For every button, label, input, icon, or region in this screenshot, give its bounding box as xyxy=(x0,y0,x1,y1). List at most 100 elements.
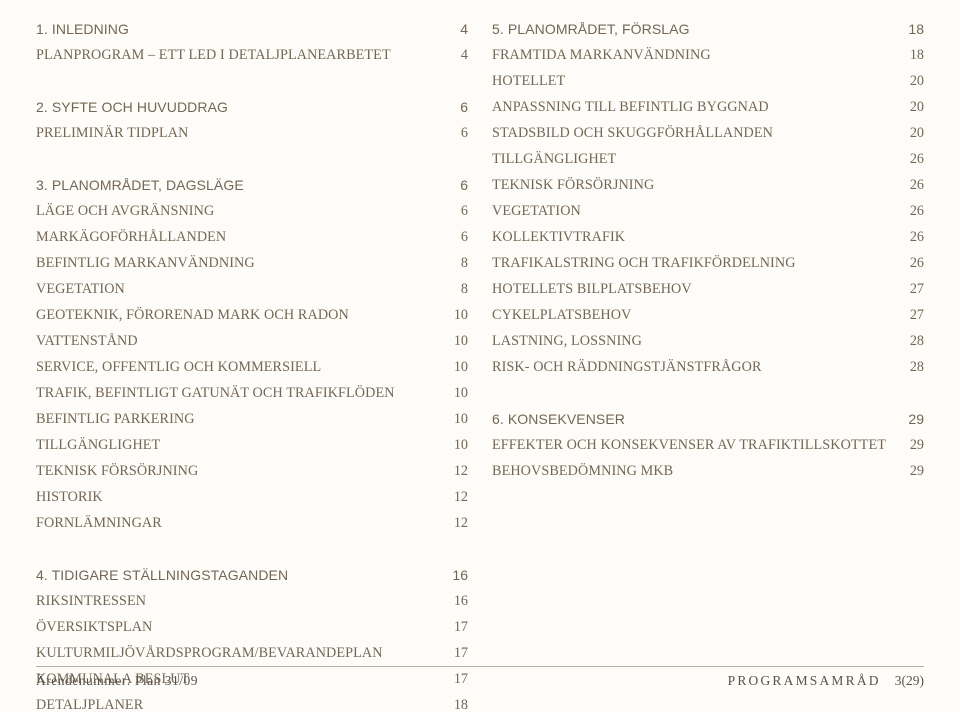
toc-entry: TEKNISK FÖRSÖRJNING26 xyxy=(492,172,924,198)
footer-rule xyxy=(36,666,924,667)
toc-label: SERVICE, OFFENTLIG OCH KOMMERSIELL xyxy=(36,354,440,380)
toc-label: FRAMTIDA MARKANVÄNDNING xyxy=(492,42,896,68)
toc-page-number: 12 xyxy=(440,510,468,536)
spacer xyxy=(36,68,468,94)
toc-entry: EFFEKTER OCH KONSEKVENSER AV TRAFIKTILLS… xyxy=(492,432,924,458)
toc-page-number: 4 xyxy=(440,42,468,68)
toc-entry: TEKNISK FÖRSÖRJNING12 xyxy=(36,458,468,484)
toc-entry: PLANPROGRAM – ETT LED I DETALJPLANEARBET… xyxy=(36,42,468,68)
toc-page-number: 20 xyxy=(896,94,924,120)
toc-label: VEGETATION xyxy=(492,198,896,224)
toc-label: GEOTEKNIK, FÖRORENAD MARK OCH RADON xyxy=(36,302,440,328)
toc-page-number: 12 xyxy=(440,484,468,510)
toc-label: PLANPROGRAM – ETT LED I DETALJPLANEARBET… xyxy=(36,42,440,68)
toc-page-number: 6 xyxy=(440,94,468,120)
page: 1. INLEDNING4PLANPROGRAM – ETT LED I DET… xyxy=(0,0,960,712)
toc-label: 1. INLEDNING xyxy=(36,16,440,42)
spacer xyxy=(36,146,468,172)
toc-label: STADSBILD OCH SKUGGFÖRHÅLLANDEN xyxy=(492,120,896,146)
toc-section-heading: 5. PLANOMRÅDET, FÖRSLAG18 xyxy=(492,16,924,42)
toc-page-number: 17 xyxy=(440,614,468,640)
toc-page-number: 6 xyxy=(440,120,468,146)
toc-label: PRELIMINÄR TIDPLAN xyxy=(36,120,440,146)
toc-label: LÄGE OCH AVGRÄNSNING xyxy=(36,198,440,224)
toc-page-number: 28 xyxy=(896,354,924,380)
toc-page-number: 4 xyxy=(440,16,468,42)
toc-page-number: 10 xyxy=(440,432,468,458)
toc-entry: FORNLÄMNINGAR12 xyxy=(36,510,468,536)
toc-page-number: 18 xyxy=(896,16,924,42)
toc-page-number: 8 xyxy=(440,250,468,276)
toc-label: MARKÄGOFÖRHÅLLANDEN xyxy=(36,224,440,250)
toc-page-number: 10 xyxy=(440,302,468,328)
toc-entry: TRAFIK, BEFINTLIGT GATUNÄT OCH TRAFIKFLÖ… xyxy=(36,380,468,406)
toc-page-number: 26 xyxy=(896,198,924,224)
spacer xyxy=(492,380,924,406)
toc-entry: MARKÄGOFÖRHÅLLANDEN6 xyxy=(36,224,468,250)
toc-label: RISK- OCH RÄDDNINGSTJÄNSTFRÅGOR xyxy=(492,354,896,380)
toc-page-number: 26 xyxy=(896,172,924,198)
toc-label: ÖVERSIKTSPLAN xyxy=(36,614,440,640)
toc-entry: HOTELLETS BILPLATSBEHOV27 xyxy=(492,276,924,302)
toc-section-heading: 1. INLEDNING4 xyxy=(36,16,468,42)
toc-entry: TRAFIKALSTRING OCH TRAFIKFÖRDELNING26 xyxy=(492,250,924,276)
toc-page-number: 16 xyxy=(440,562,468,588)
toc-page-number: 29 xyxy=(896,432,924,458)
toc-label: EFFEKTER OCH KONSEKVENSER AV TRAFIKTILLS… xyxy=(492,432,896,458)
toc-entry: SERVICE, OFFENTLIG OCH KOMMERSIELL10 xyxy=(36,354,468,380)
toc-label: 2. SYFTE OCH HUVUDDRAG xyxy=(36,94,440,120)
toc-page-number: 29 xyxy=(896,406,924,432)
toc-label: HOTELLET xyxy=(492,68,896,94)
toc-label: RIKSINTRESSEN xyxy=(36,588,440,614)
footer-page-current: 3 xyxy=(895,673,902,688)
toc-label: 6. KONSEKVENSER xyxy=(492,406,896,432)
toc-entry: TILLGÄNGLIGHET10 xyxy=(36,432,468,458)
toc-page-number: 16 xyxy=(440,588,468,614)
spacer xyxy=(36,536,468,562)
toc-entry: BEHOVSBEDÖMNING MKB29 xyxy=(492,458,924,484)
toc-columns: 1. INLEDNING4PLANPROGRAM – ETT LED I DET… xyxy=(0,0,960,712)
footer-stage-label: PROGRAMSAMRÅD xyxy=(728,673,881,689)
toc-entry: RISK- OCH RÄDDNINGSTJÄNSTFRÅGOR28 xyxy=(492,354,924,380)
toc-page-number: 8 xyxy=(440,276,468,302)
toc-label: 5. PLANOMRÅDET, FÖRSLAG xyxy=(492,16,896,42)
toc-entry: LASTNING, LOSSNING28 xyxy=(492,328,924,354)
toc-label: BEFINTLIG MARKANVÄNDNING xyxy=(36,250,440,276)
toc-column-left: 1. INLEDNING4PLANPROGRAM – ETT LED I DET… xyxy=(36,16,468,712)
toc-page-number: 10 xyxy=(440,354,468,380)
toc-entry: KULTURMILJÖVÅRDSPROGRAM/BEVARANDEPLAN17 xyxy=(36,640,468,666)
toc-label: HISTORIK xyxy=(36,484,440,510)
toc-label: HOTELLETS BILPLATSBEHOV xyxy=(492,276,896,302)
toc-entry: ÖVERSIKTSPLAN17 xyxy=(36,614,468,640)
toc-page-number: 26 xyxy=(896,250,924,276)
toc-label: TILLGÄNGLIGHET xyxy=(492,146,896,172)
toc-section-heading: 6. KONSEKVENSER29 xyxy=(492,406,924,432)
toc-entry: RIKSINTRESSEN16 xyxy=(36,588,468,614)
toc-label: CYKELPLATSBEHOV xyxy=(492,302,896,328)
footer: Ärendenummer: Plan 31/09 PROGRAMSAMRÅD 3… xyxy=(0,670,960,692)
toc-label: FORNLÄMNINGAR xyxy=(36,510,440,536)
toc-label: 3. PLANOMRÅDET, DAGSLÄGE xyxy=(36,172,440,198)
toc-label: KULTURMILJÖVÅRDSPROGRAM/BEVARANDEPLAN xyxy=(36,640,440,666)
toc-label: TRAFIK, BEFINTLIGT GATUNÄT OCH TRAFIKFLÖ… xyxy=(36,380,440,406)
toc-entry: HOTELLET20 xyxy=(492,68,924,94)
toc-entry: VEGETATION26 xyxy=(492,198,924,224)
toc-entry: LÄGE OCH AVGRÄNSNING6 xyxy=(36,198,468,224)
toc-label: BEHOVSBEDÖMNING MKB xyxy=(492,458,896,484)
toc-entry: CYKELPLATSBEHOV27 xyxy=(492,302,924,328)
toc-entry: DETALJPLANER18 xyxy=(36,692,468,712)
toc-page-number: 29 xyxy=(896,458,924,484)
toc-page-number: 26 xyxy=(896,146,924,172)
toc-page-number: 10 xyxy=(440,328,468,354)
toc-page-number: 18 xyxy=(440,692,468,712)
toc-section-heading: 3. PLANOMRÅDET, DAGSLÄGE6 xyxy=(36,172,468,198)
toc-label: KOLLEKTIVTRAFIK xyxy=(492,224,896,250)
toc-page-number: 20 xyxy=(896,68,924,94)
toc-section-heading: 2. SYFTE OCH HUVUDDRAG6 xyxy=(36,94,468,120)
toc-column-right: 5. PLANOMRÅDET, FÖRSLAG18FRAMTIDA MARKAN… xyxy=(492,16,924,712)
toc-page-number: 12 xyxy=(440,458,468,484)
toc-page-number: 26 xyxy=(896,224,924,250)
toc-label: TRAFIKALSTRING OCH TRAFIKFÖRDELNING xyxy=(492,250,896,276)
toc-entry: BEFINTLIG PARKERING10 xyxy=(36,406,468,432)
toc-entry: KOLLEKTIVTRAFIK26 xyxy=(492,224,924,250)
